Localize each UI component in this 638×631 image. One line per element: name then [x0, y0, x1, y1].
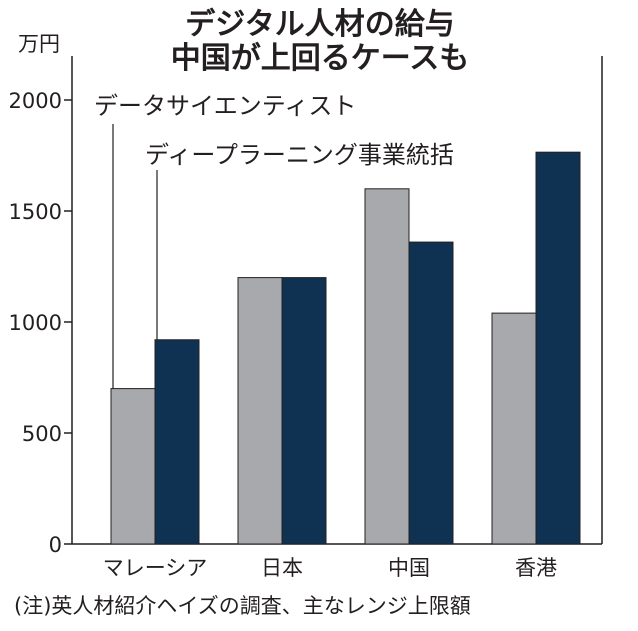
bar-1-1: [281, 277, 327, 545]
footnote: (注)英人材紹介ヘイズの調査、主なレンジ上限額: [14, 594, 471, 618]
chart-title-line-1: デジタル人材の給与: [185, 7, 455, 42]
y-tick-label-2000: 2000: [9, 89, 62, 113]
x-tick-label-0: マレーシア: [103, 556, 208, 580]
bar-0-0: [110, 388, 156, 545]
y-axis-unit: 万円: [18, 32, 60, 56]
x-tick-label-2: 中国: [388, 556, 430, 580]
series-label-1: ディープラーニング事業統括: [145, 141, 454, 169]
y-tick-label-1500: 1500: [9, 200, 62, 224]
chart-title-line-2: 中国が上回るケースも: [170, 41, 470, 76]
bar-3-1: [535, 151, 581, 545]
x-tick-label-3: 香港: [515, 556, 557, 580]
y-tick-label-500: 500: [22, 422, 62, 446]
bar-2-0: [364, 188, 410, 545]
y-tick-label-1000: 1000: [9, 311, 62, 335]
y-tick-label-0: 0: [49, 533, 62, 557]
series-label-0: データサイエンティスト: [94, 92, 356, 120]
bar-2-1: [408, 241, 454, 545]
bar-3-0: [491, 312, 537, 545]
bar-0-1: [154, 339, 200, 545]
bar-1-0: [237, 277, 283, 545]
x-tick-label-1: 日本: [261, 556, 303, 580]
